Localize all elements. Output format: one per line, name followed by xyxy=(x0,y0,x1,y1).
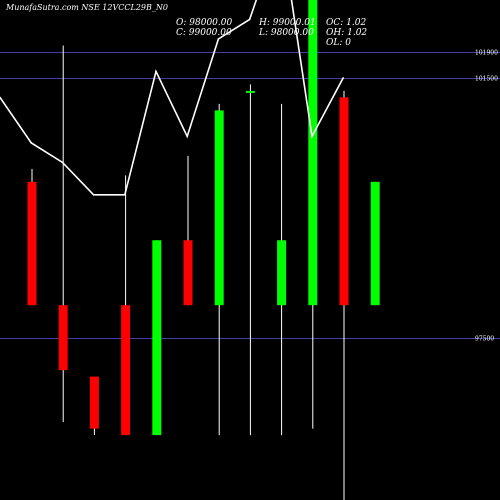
overlay-line-point xyxy=(248,18,251,21)
candle-body xyxy=(214,110,224,306)
oc-value: OC: 1.02 xyxy=(326,18,367,28)
overlay-line-point xyxy=(217,38,220,40)
candle-body xyxy=(89,376,99,429)
candle-body xyxy=(370,181,380,306)
y-tick-label: 101900 xyxy=(475,50,498,57)
overlay-line xyxy=(0,0,344,196)
open-value: O: 98000.00 xyxy=(176,18,233,28)
candle-body xyxy=(245,90,255,93)
overlay-line-point xyxy=(186,135,188,138)
oh-value: OH: 1.02 xyxy=(326,28,368,38)
candle-body xyxy=(183,240,193,306)
candle-body xyxy=(58,305,68,371)
candle-body xyxy=(308,0,318,306)
y-tick-label: 101500 xyxy=(475,76,498,83)
overlay-line-point xyxy=(0,96,1,99)
candle-body xyxy=(27,181,37,306)
candle-body xyxy=(339,97,349,306)
ol-value: OL: 0 xyxy=(326,38,351,48)
low-value: L: 98000.00 xyxy=(259,28,314,38)
overlay-line-point xyxy=(92,194,95,196)
overlay-line-point xyxy=(311,135,313,138)
overlay-line-point xyxy=(155,70,157,73)
overlay-line-point xyxy=(124,194,126,196)
candle-body xyxy=(121,305,131,436)
chart-title: MunafaSutra.com NSE 12VCCL29B_N0 xyxy=(6,3,168,12)
close-value: C: 99000.00 xyxy=(176,28,232,38)
overlay-line-point xyxy=(61,161,64,164)
y-tick-label: 97500 xyxy=(475,336,494,343)
overlay-line-point xyxy=(30,142,32,144)
candle-body xyxy=(277,240,287,306)
candle-body xyxy=(152,240,162,436)
overlay-line-point xyxy=(342,77,345,79)
high-value: H: 99000.01 xyxy=(259,18,316,28)
